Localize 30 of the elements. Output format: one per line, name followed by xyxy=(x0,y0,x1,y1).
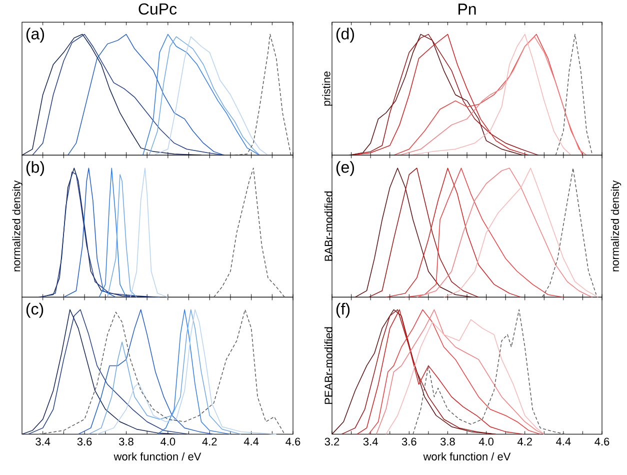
annotation: (e) xyxy=(336,160,354,176)
chart-title: CuPc xyxy=(138,3,177,15)
annotation: (f) xyxy=(336,302,350,318)
y-axis-title: pristine xyxy=(322,71,332,106)
chart-title: Pn xyxy=(458,4,476,15)
x-tick-label: 4.4 xyxy=(244,438,259,446)
y-axis-title: PEABr-modified xyxy=(324,327,332,404)
x-tick-label: 4.6 xyxy=(594,438,610,446)
x-tick-label: 3.6 xyxy=(402,438,416,446)
x-tick-label: 4.2 xyxy=(202,438,217,446)
x-tick-label: 4.2 xyxy=(517,438,532,446)
x-axis-title: work function / eV xyxy=(114,452,202,460)
annotation: (a) xyxy=(26,28,44,43)
x-tick-label: 4.0 xyxy=(478,438,494,446)
x-tick-label: 3.2 xyxy=(324,438,340,446)
y-axis-title: normalized density xyxy=(12,180,22,272)
x-tick-label: 4.4 xyxy=(556,438,571,446)
x-tick-label: 4.6 xyxy=(286,438,300,446)
annotation: (c) xyxy=(26,302,44,318)
x-tick-label: 3.6 xyxy=(77,438,92,446)
x-tick-label: 3.4 xyxy=(363,438,378,446)
annotation: (d) xyxy=(336,28,354,43)
x-tick-label: 3.8 xyxy=(119,438,134,446)
x-axis-title: work function / eV xyxy=(423,452,511,460)
x-tick-label: 3.4 xyxy=(36,438,50,446)
x-tick-label: 4.0 xyxy=(160,438,176,446)
annotation: (b) xyxy=(26,160,44,176)
y2-axis-title: normalized density xyxy=(610,180,622,272)
x-tick-label: 3.8 xyxy=(440,438,455,446)
y-axis-title: BABr-modified xyxy=(324,191,332,261)
